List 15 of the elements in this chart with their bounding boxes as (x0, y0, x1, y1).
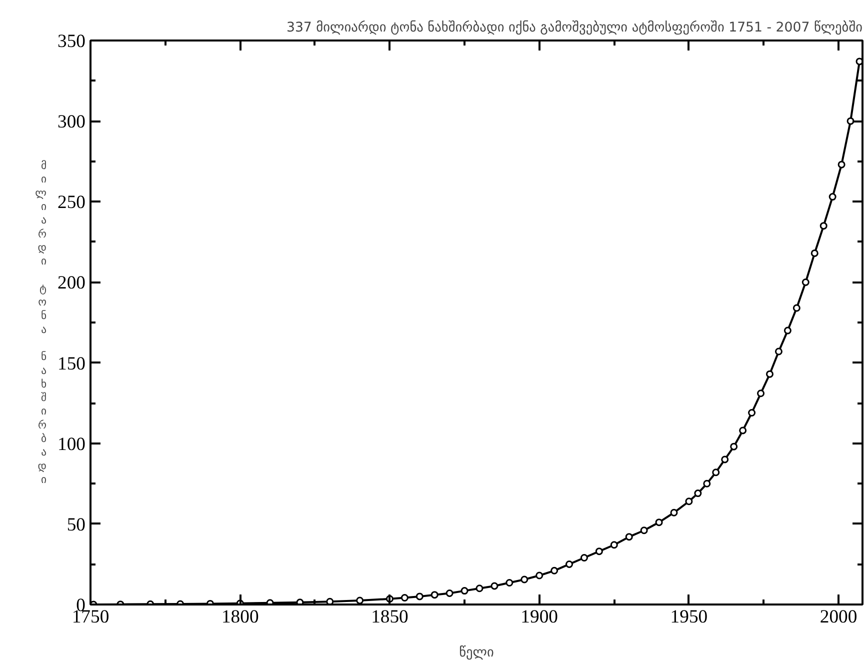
y-tick-label: 50 (66, 514, 86, 536)
chart-title: 337 მილიარდი ტონა ნახშირბადი იქნა გამოშვებული ატმოსფეროში 1751 - 2007 წლებში (286, 20, 863, 36)
y-tick-label: 350 (58, 31, 86, 52)
x-axis-title: წელი (459, 644, 494, 660)
x-tick-label: 1900 (520, 606, 558, 628)
x-tick-label: 1950 (670, 606, 708, 628)
y-tick-label: 150 (58, 353, 86, 374)
x-tick-label: 1800 (221, 606, 259, 628)
y-tick-label: 300 (58, 112, 86, 133)
text: მილიარდი ტონა ნახშირბადი (35, 159, 47, 486)
y-tick-label: 100 (58, 434, 86, 455)
y-tick-label: 250 (58, 192, 86, 214)
x-tick-label: 1850 (371, 606, 408, 628)
y-tick-label: 200 (58, 272, 86, 294)
x-tick-label: 2000 (820, 606, 858, 628)
